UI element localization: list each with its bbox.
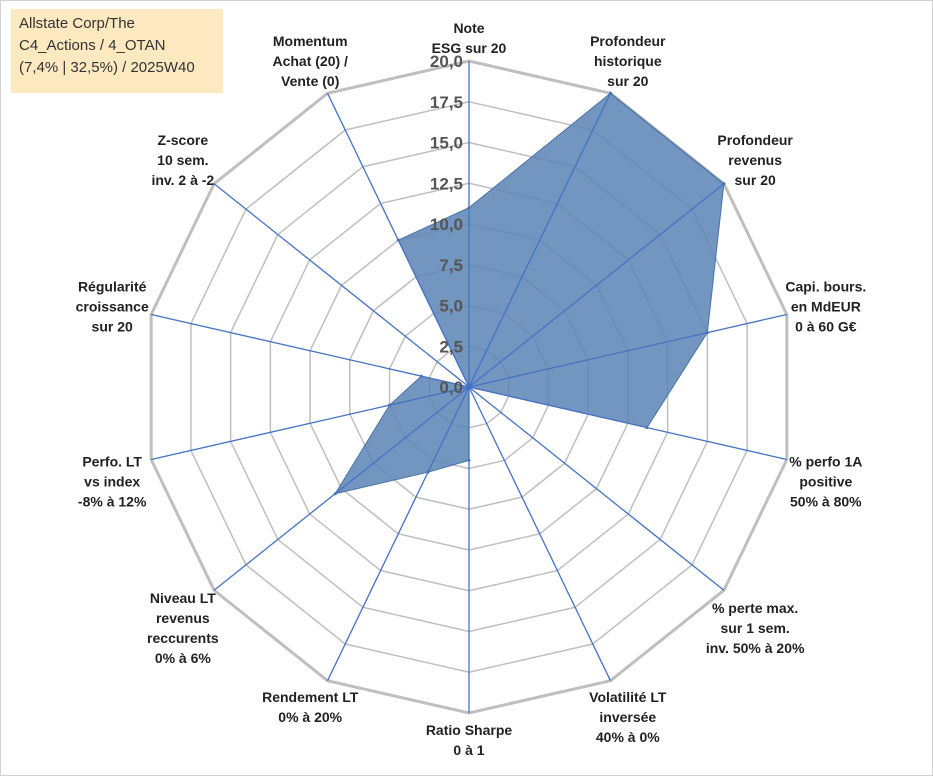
category-label: Profondeur revenus sur 20 bbox=[717, 132, 793, 188]
axis-line bbox=[468, 183, 725, 388]
category-label: Perfo. LT vs index -8% à 12% bbox=[78, 453, 147, 509]
category-label: Capi. bours. en MdEUR 0 à 60 G€ bbox=[785, 279, 866, 335]
axis-line bbox=[468, 386, 725, 591]
info-line-2: C4_Actions / 4_OTAN bbox=[19, 37, 166, 54]
tick-label: 15,0 bbox=[430, 134, 463, 153]
category-label: % perte max. sur 1 sem. inv. 50% à 20% bbox=[706, 600, 805, 656]
category-label: Rendement LT 0% à 20% bbox=[262, 689, 359, 725]
axis-line bbox=[151, 313, 470, 388]
info-line-3: (7,4% | 32,5%) / 2025W40 bbox=[19, 59, 195, 76]
axis-line bbox=[151, 386, 470, 461]
axis-line bbox=[326, 93, 470, 388]
axis-line bbox=[326, 386, 470, 681]
tick-label: 12,5 bbox=[430, 174, 463, 193]
tick-label: 0,0 bbox=[439, 378, 463, 397]
tick-label: 2,5 bbox=[439, 337, 463, 356]
axis-line bbox=[468, 386, 612, 681]
category-label: Volatilité LT inversée 40% à 0% bbox=[589, 689, 667, 745]
tick-label: 17,5 bbox=[430, 93, 463, 112]
tick-label: 7,5 bbox=[439, 256, 463, 275]
axis-line bbox=[468, 313, 787, 388]
tick-label: 5,0 bbox=[439, 297, 463, 316]
category-label: Note ESG sur 20 bbox=[432, 20, 507, 56]
category-label: Profondeur historique sur 20 bbox=[590, 33, 666, 89]
tick-label: 20,0 bbox=[430, 52, 463, 71]
axis-line bbox=[468, 386, 787, 461]
category-label: Z-score 10 sem. inv. 2 à -2 bbox=[151, 132, 214, 188]
tick-label: 10,0 bbox=[430, 215, 463, 234]
category-label: Momentum Achat (20) / Vente (0) bbox=[272, 33, 348, 89]
axis-line bbox=[213, 183, 470, 388]
axis-line bbox=[468, 93, 612, 388]
category-label: Ratio Sharpe 0 à 1 bbox=[426, 722, 513, 758]
info-line-1: Allstate Corp/The bbox=[19, 15, 135, 32]
series-area bbox=[334, 92, 725, 495]
category-label: Niveau LT revenus reccurents 0% à 6% bbox=[147, 590, 219, 666]
category-label: Régularité croissance sur 20 bbox=[76, 279, 149, 335]
info-box: Allstate Corp/The C4_Actions / 4_OTAN (7… bbox=[11, 9, 223, 93]
axis-line bbox=[213, 386, 470, 591]
category-label: % perfo 1A positive 50% à 80% bbox=[789, 453, 862, 509]
